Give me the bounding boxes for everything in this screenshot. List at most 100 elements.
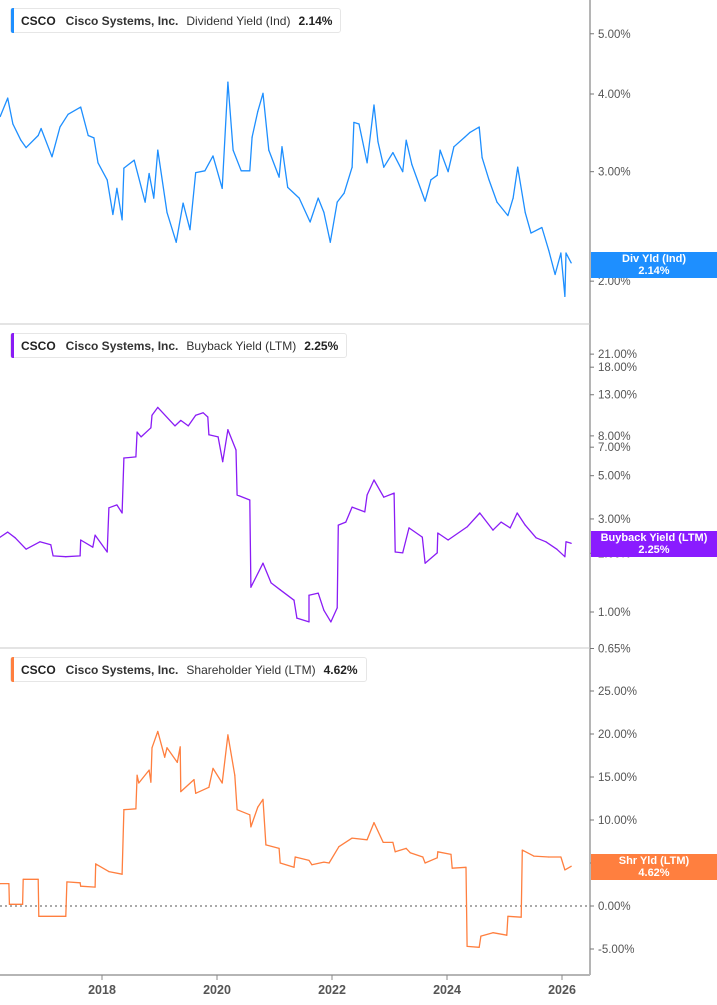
data-point xyxy=(65,915,67,917)
data-point xyxy=(232,149,234,151)
data-point xyxy=(221,782,223,784)
data-point xyxy=(548,856,550,858)
data-point xyxy=(480,935,482,937)
data-point xyxy=(402,171,404,173)
y-tick-label: 0.65% xyxy=(598,643,631,655)
data-point xyxy=(227,429,229,431)
data-point xyxy=(140,436,142,438)
data-point xyxy=(95,863,97,865)
data-point xyxy=(564,869,566,871)
data-point xyxy=(40,127,42,130)
data-point xyxy=(180,791,182,793)
data-point xyxy=(250,826,252,828)
data-point xyxy=(343,192,345,194)
tag-label: Buyback Yield (LTM) xyxy=(600,532,708,544)
x-tick-label: 2024 xyxy=(433,983,461,997)
data-point xyxy=(179,746,181,748)
y-tick-label: 18.00% xyxy=(598,362,637,374)
data-point xyxy=(93,137,95,139)
data-point xyxy=(176,761,178,763)
data-point xyxy=(500,521,502,523)
data-point xyxy=(451,867,453,869)
data-point xyxy=(453,146,455,148)
data-point xyxy=(373,104,375,106)
y-tick-label: 21.00% xyxy=(598,349,637,361)
y-tick-label: -5.00% xyxy=(598,944,634,956)
data-point xyxy=(97,162,99,164)
data-point xyxy=(366,162,368,164)
data-point xyxy=(166,211,168,213)
data-point xyxy=(336,607,338,609)
data-point xyxy=(408,527,410,529)
data-point xyxy=(208,434,210,436)
data-point xyxy=(150,781,152,783)
data-point xyxy=(338,846,340,848)
data-point xyxy=(0,883,1,885)
data-point xyxy=(323,211,325,213)
data-point xyxy=(330,621,332,623)
data-point xyxy=(506,934,508,936)
data-point xyxy=(351,837,353,839)
data-point xyxy=(166,747,168,749)
data-point xyxy=(236,494,238,496)
data-point xyxy=(265,844,267,846)
data-point xyxy=(148,172,150,175)
y-tick-label: 3.00% xyxy=(598,514,631,526)
data-point xyxy=(488,179,490,181)
data-point xyxy=(116,504,118,506)
data-point xyxy=(157,406,159,408)
data-point xyxy=(174,425,176,427)
y-tick-label: 3.00% xyxy=(598,167,631,179)
data-point xyxy=(39,541,41,543)
data-point xyxy=(479,512,481,514)
data-point xyxy=(564,556,566,558)
data-point xyxy=(564,295,566,298)
data-point xyxy=(507,915,509,917)
data-point xyxy=(279,862,281,864)
legend-value: 2.25% xyxy=(304,338,339,353)
data-point xyxy=(135,456,137,458)
legend-buyback-yield: CSCO Cisco Systems, Inc. Buyback Yield (… xyxy=(10,333,348,358)
data-point xyxy=(52,555,54,557)
data-point xyxy=(157,730,159,733)
data-point xyxy=(366,839,368,841)
series-line xyxy=(0,730,572,948)
series-color-marker xyxy=(11,333,14,358)
data-point xyxy=(108,871,110,873)
data-point xyxy=(87,134,89,137)
data-point xyxy=(106,551,108,553)
data-point xyxy=(79,882,81,884)
data-point xyxy=(402,552,404,554)
data-point xyxy=(123,167,125,169)
data-point xyxy=(520,916,522,918)
data-point xyxy=(394,551,396,553)
y-tick-label: 13.00% xyxy=(598,390,637,402)
x-tick-label: 2022 xyxy=(318,983,346,997)
series-color-marker xyxy=(11,657,14,682)
data-point xyxy=(437,532,439,534)
y-tick-label: 15.00% xyxy=(598,772,637,784)
data-point xyxy=(79,555,81,557)
data-point xyxy=(351,166,353,168)
legend-value: 4.62% xyxy=(323,662,358,677)
data-point xyxy=(0,115,1,118)
data-point xyxy=(80,106,82,108)
data-point xyxy=(92,546,94,548)
data-point xyxy=(507,214,509,217)
data-point xyxy=(0,536,1,538)
series-color-marker xyxy=(11,8,14,33)
data-point xyxy=(570,865,572,867)
panel-1: 5.00% 4.00% 3.00% 2.00% xyxy=(0,29,631,298)
y-tick-label: 1.00% xyxy=(598,607,631,619)
data-point xyxy=(466,526,468,528)
data-point xyxy=(394,851,396,853)
data-point xyxy=(329,241,331,243)
y-tick-label: 4.00% xyxy=(598,89,631,101)
data-point xyxy=(240,170,242,172)
data-point xyxy=(430,179,432,181)
data-point xyxy=(164,756,166,758)
data-point xyxy=(12,123,14,125)
data-point xyxy=(278,847,280,849)
data-point xyxy=(337,524,339,526)
legend-dividend-yield: CSCO Cisco Systems, Inc. Dividend Yield … xyxy=(10,8,342,33)
